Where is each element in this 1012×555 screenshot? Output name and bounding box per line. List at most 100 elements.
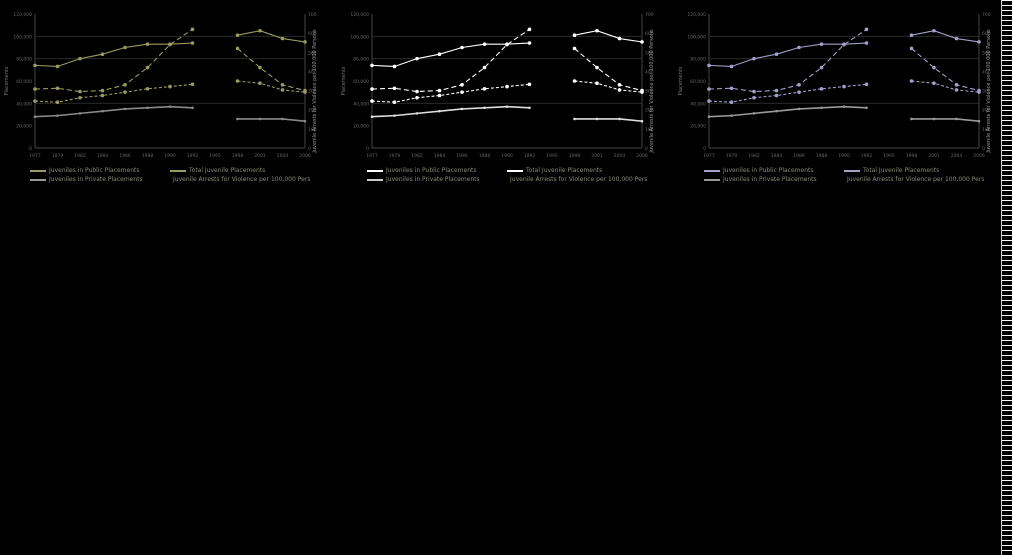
data-point-1 (572, 33, 577, 38)
legend-swatch (704, 169, 720, 172)
legend-row: Juveniles in Public Placements Total Juve… (30, 166, 330, 175)
data-point-1 (303, 40, 307, 44)
y-right-tick-label: 400 (308, 69, 317, 75)
data-point-1 (797, 45, 801, 50)
data-point-3 (707, 115, 711, 119)
y-right-tick-label: 400 (645, 69, 654, 75)
legend-label: Juvenile Arrests for Violence per 100,00… (173, 176, 310, 183)
y-right-tick-label: 200 (308, 108, 317, 114)
data-point-4 (392, 86, 397, 91)
data-point-4 (527, 27, 532, 32)
y-left-tick-label: 60,000 (16, 79, 32, 85)
data-point-3 (78, 112, 82, 115)
chart-svg-1: 0 20,000 40,000 60,000 80,000 100,000 120,000 0… (4, 12, 318, 159)
data-point-4 (280, 83, 285, 87)
series-line-4 (237, 48, 306, 92)
data-point-2 (932, 81, 936, 86)
x-tick-label: 2006 (299, 153, 311, 159)
x-tick-label: 1995 (883, 153, 895, 159)
series-line-3 (708, 105, 867, 118)
data-point-2 (729, 100, 734, 105)
data-point-4 (617, 83, 622, 87)
y-right-tick-label: 100 (308, 127, 317, 133)
x-tick-label: 1992 (861, 153, 873, 159)
data-point-2 (33, 99, 37, 103)
data-point-4 (977, 88, 981, 93)
series-line-2 (371, 83, 530, 103)
y-left-axis-label: Placements (678, 66, 684, 95)
data-point-4 (235, 46, 240, 51)
data-point-3 (752, 112, 756, 115)
data-point-2 (55, 100, 60, 105)
x-tick-label: 2004 (614, 153, 626, 159)
y-left-tick-label: 100,000 (687, 34, 706, 40)
series-line-2 (708, 83, 867, 103)
y-right-tick-label: 600 (645, 31, 654, 37)
data-point-4 (932, 65, 936, 70)
data-point-2 (707, 99, 711, 103)
data-point-4 (190, 27, 195, 32)
data-point-3 (146, 106, 149, 110)
data-point-4 (842, 42, 846, 47)
legend-label: Total Juvenile Placements (863, 167, 940, 174)
y-right-tick-label: 200 (982, 108, 991, 114)
y-left-tick-label: 20,000 (690, 124, 706, 130)
data-point-1 (527, 41, 532, 45)
x-tick-label: 1988 (142, 153, 154, 159)
y-left-tick-label: 0 (29, 146, 32, 152)
data-point-4 (123, 83, 127, 87)
data-point-4 (774, 88, 779, 93)
series-line-3 (237, 118, 306, 122)
y-right-tick-label: 700 (308, 12, 317, 18)
data-point-4 (370, 87, 374, 91)
data-point-3 (505, 105, 509, 108)
legend-item: Total Juvenile Placements (170, 166, 310, 175)
legend-label: Juveniles in Public Placements (723, 167, 814, 174)
series-line-4 (708, 28, 867, 93)
data-point-2 (505, 84, 509, 89)
legend-swatch (30, 169, 46, 172)
chart-panel-1: 0 20,000 40,000 60,000 80,000 100,000 120,000 0… (0, 0, 320, 195)
x-tick-label: 1995 (209, 153, 221, 159)
legend-item: Juveniles in Private Placements (704, 175, 844, 184)
data-point-1 (78, 56, 82, 61)
data-point-2 (235, 79, 240, 83)
data-point-3 (438, 109, 441, 113)
x-tick-label: 1984 (771, 153, 783, 159)
y-right-tick-label: 100 (982, 127, 991, 133)
data-point-1 (55, 64, 60, 69)
y-left-tick-label: 60,000 (690, 79, 706, 85)
y-right-tick-label: 400 (982, 69, 991, 75)
chart-panel-3: 0 20,000 40,000 60,000 80,000 100,000 120,000 0… (674, 0, 994, 195)
data-point-3 (460, 107, 464, 111)
y-right-axis-label: Juvenile Arrests for Violence per 100,00… (312, 29, 318, 154)
data-point-1 (774, 52, 779, 56)
y-left-tick-label: 40,000 (690, 101, 706, 107)
y-right-tick-label: 500 (645, 50, 654, 56)
x-tick-label: 1988 (479, 153, 491, 159)
legend-row: Juveniles in Private Placements Juvenile … (367, 175, 667, 184)
y-left-tick-label: 20,000 (353, 124, 369, 130)
data-point-3 (640, 119, 644, 123)
series-line-3 (911, 118, 980, 122)
legend-label: Juvenile Arrests for Violence per 100,00… (847, 176, 984, 183)
x-tick-label: 1986 (456, 153, 468, 159)
data-point-3 (932, 117, 936, 121)
x-tick-label: 1979 (52, 153, 64, 159)
legend-2: Juveniles in Public Placements Total Juve… (367, 166, 667, 184)
legend-item: Total Juvenile Placements (844, 166, 984, 175)
data-point-2 (168, 84, 172, 89)
right-edge-scrollbar[interactable] (1001, 0, 1012, 555)
legend-item: Total Juvenile Placements (507, 166, 647, 175)
data-point-1 (415, 56, 419, 61)
data-point-4 (572, 46, 577, 51)
data-point-4 (707, 87, 711, 91)
y-right-tick-label: 600 (308, 31, 317, 37)
data-point-2 (415, 95, 419, 100)
data-point-2 (437, 93, 442, 98)
legend-item: Juveniles in Private Placements (367, 175, 507, 184)
x-tick-label: 1982 (411, 153, 423, 159)
y-left-tick-label: 120,000 (13, 12, 32, 18)
series-line-4 (371, 28, 530, 93)
y-left-tick-label: 0 (703, 146, 706, 152)
